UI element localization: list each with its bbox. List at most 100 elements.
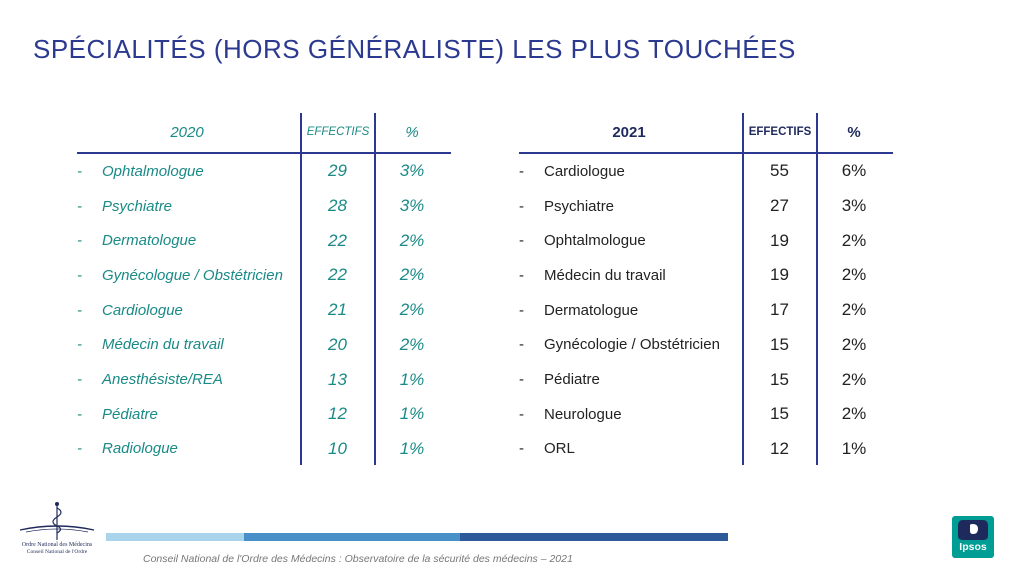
row-label: ORL [544,440,575,458]
row-percent: 1% [399,369,425,389]
row-effectifs: 15 [770,334,789,354]
row-percent: 2% [841,404,867,424]
row-percent: 3% [399,196,425,216]
row-label: Gynécologue / Obstétricien [102,266,283,284]
ipsos-logo: Ipsos [952,516,994,558]
table-row: - Dermatologue 17 2% [519,293,893,328]
row-dash: - [77,162,82,180]
row-percent: 2% [841,265,867,285]
row-effectifs: 22 [328,265,347,285]
row-dash: - [519,336,524,354]
table-row: - Radiologue 10 1% [77,432,451,467]
row-dash: - [77,197,82,215]
column-divider [816,113,818,465]
row-label: Anesthésiste/REA [102,371,223,389]
row-dash: - [519,371,524,389]
row-label: Gynécologie / Obstétricien [544,336,720,354]
row-effectifs: 10 [328,438,347,458]
row-percent: 2% [841,300,867,320]
column-divider [374,113,376,465]
footer-source-text: Conseil National de l'Ordre des Médecins… [143,553,573,565]
row-effectifs: 22 [328,230,347,250]
row-label: Dermatologue [102,232,197,250]
row-label: Pédiatre [102,405,158,423]
year-header-2020: 2020 [170,123,204,141]
table-row: - Psychiatre 27 3% [519,189,893,224]
row-dash: - [77,336,82,354]
table-row: - Ophtalmologue 29 3% [77,154,451,189]
caduceus-icon [19,502,95,540]
row-percent: 2% [399,230,425,250]
row-dash: - [77,405,82,423]
pct-header-2021: % [847,123,861,141]
row-effectifs: 15 [770,369,789,389]
row-dash: - [519,440,524,458]
table-row: - Gynécologue / Obstétricien 22 2% [77,258,451,293]
row-percent: 2% [841,369,867,389]
row-percent: 1% [399,438,425,458]
table-row: - Ophtalmologue 19 2% [519,223,893,258]
footer-bar-segment [244,533,460,541]
row-dash: - [519,162,524,180]
row-effectifs: 27 [770,196,789,216]
row-effectifs: 12 [770,438,789,458]
row-label: Médecin du travail [102,336,224,354]
effectifs-header-2021: EFFECTIFS [748,126,812,138]
row-label: Neurologue [544,405,622,423]
row-percent: 6% [841,161,867,181]
effectifs-header-2020: EFFECTIFS [306,126,370,138]
row-percent: 1% [841,438,867,458]
row-label: Ophtalmologue [102,162,204,180]
row-dash: - [77,371,82,389]
row-label: Ophtalmologue [544,232,646,250]
header-rule-2021 [519,152,893,154]
row-percent: 1% [399,404,425,424]
row-effectifs: 28 [328,196,347,216]
table-row: - Médecin du travail 19 2% [519,258,893,293]
row-label: Cardiologue [102,301,183,319]
table-row: - Psychiatre 28 3% [77,189,451,224]
table-row: - Pédiatre 15 2% [519,362,893,397]
row-label: Psychiatre [544,197,615,215]
ordre-medecins-logo: Ordre National des Médecins Conseil Nati… [16,500,98,560]
page-title: SPÉCIALITÉS (HORS GÉNÉRALISTE) LES PLUS … [33,34,796,64]
row-label: Psychiatre [102,197,173,215]
row-label: Dermatologue [544,301,639,319]
table-2020: 2020 EFFECTIFS % - Ophtalmologue 29 3% - Psyc… [77,113,451,465]
row-dash: - [519,405,524,423]
row-dash: - [519,197,524,215]
pct-header-2020: % [405,123,419,141]
row-label: Radiologue [102,440,178,458]
table-2021: 2021 EFFECTIFS % - Cardiologue 55 6% - Psychi… [519,113,893,465]
logo-text-line2: Conseil National de l'Ordre [26,549,88,555]
row-dash: - [519,301,524,319]
table-row: - Anesthésiste/REA 13 1% [77,362,451,397]
table-row: - ORL 12 1% [519,432,893,467]
row-percent: 2% [841,334,867,354]
year-header-2021: 2021 [612,123,646,141]
row-percent: 2% [399,300,425,320]
row-percent: 2% [841,230,867,250]
row-effectifs: 20 [328,334,347,354]
logo-text-line1: Ordre National des Médecins [21,542,93,548]
row-effectifs: 21 [328,300,347,320]
row-label: Médecin du travail [544,266,666,284]
footer-bar-segment [460,533,728,541]
ipsos-logo-text: Ipsos [959,541,987,553]
table-row: - Dermatologue 22 2% [77,223,451,258]
footer-bar-segment [106,533,244,541]
row-percent: 2% [399,265,425,285]
row-percent: 3% [399,161,425,181]
table-row: - Médecin du travail 20 2% [77,328,451,363]
table-row: - Gynécologie / Obstétricien 15 2% [519,328,893,363]
row-label: Cardiologue [544,162,625,180]
header-rule-2020 [77,152,451,154]
row-effectifs: 15 [770,404,789,424]
table-row: - Cardiologue 21 2% [77,293,451,328]
row-percent: 3% [841,196,867,216]
row-dash: - [77,301,82,319]
row-effectifs: 17 [770,300,789,320]
row-dash: - [77,266,82,284]
row-dash: - [519,266,524,284]
row-percent: 2% [399,334,425,354]
